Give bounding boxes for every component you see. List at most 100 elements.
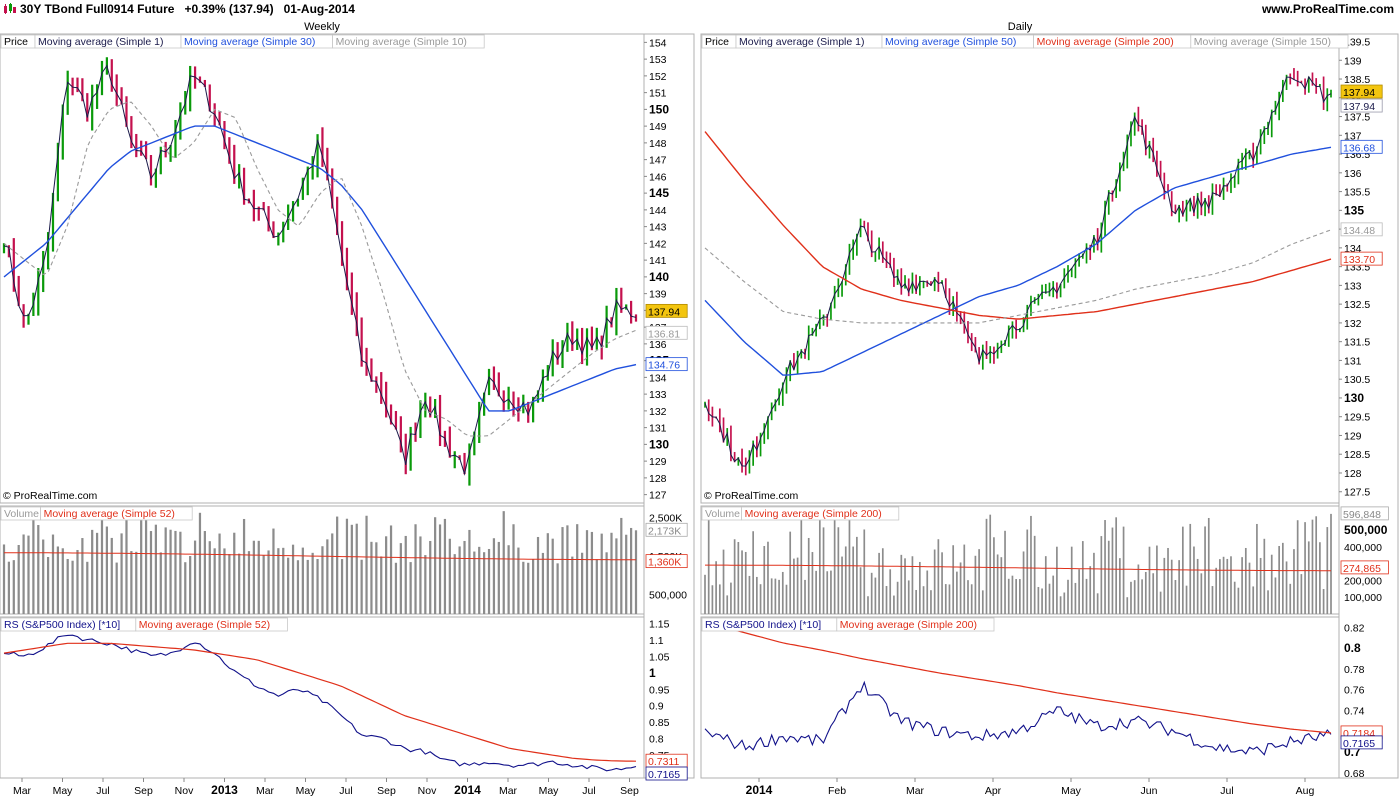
price-tick-label: 139.5 (1344, 37, 1370, 49)
volume-bar (948, 584, 951, 614)
volume-bar (1100, 536, 1103, 614)
volume-bar (715, 561, 717, 614)
price-tick-label: 131 (1344, 355, 1362, 367)
rs-tick-label: 0.8 (1344, 641, 1361, 655)
volume-bar (105, 526, 108, 614)
ma-200-line (704, 131, 1332, 320)
volume-badge: 2,173K (648, 525, 681, 537)
price-legend-item: Moving average (Simple 30) (184, 36, 315, 48)
volume-bar (1137, 564, 1140, 614)
volume-bar (625, 534, 628, 614)
volume-bar (737, 542, 740, 614)
volume-bar (159, 552, 162, 614)
volume-bar (1207, 517, 1210, 614)
volume-bar (507, 545, 510, 614)
price-tick-label: 130.5 (1344, 374, 1370, 386)
volume-bar (399, 543, 402, 614)
volume-bar (12, 560, 15, 614)
instrument-change: +0.39% (137.94) (184, 2, 274, 16)
volume-bar (1074, 582, 1077, 614)
volume-bar (277, 548, 280, 614)
volume-bar (252, 540, 255, 614)
volume-bar (1085, 578, 1088, 614)
price-tick-label: 132 (649, 406, 667, 418)
volume-bar (1041, 588, 1043, 614)
site-link[interactable]: www.ProRealTime.com (1261, 2, 1394, 16)
volume-badge-box (645, 554, 688, 569)
volume-bar (770, 578, 773, 614)
volume-bar (704, 574, 706, 614)
volume-legend-item: Moving average (Simple 200) (745, 508, 882, 520)
price-tick-label: 133 (649, 389, 667, 401)
volume-bar (1304, 522, 1306, 614)
volume-bar (468, 529, 471, 614)
volume-bar (1030, 515, 1032, 614)
price-badge: 137.94 (1343, 101, 1375, 113)
volume-bar (193, 540, 197, 614)
price-tick-label: 127 (649, 490, 667, 502)
x-tick-label: Mar (256, 785, 275, 797)
price-tick-label: 132 (1344, 318, 1362, 330)
volume-bar (781, 571, 784, 614)
volume-bar (242, 518, 246, 614)
volume-bar (1156, 545, 1158, 614)
price-tick-label: 127.5 (1344, 487, 1370, 499)
volume-bar (1215, 567, 1218, 614)
volume-bar (492, 538, 496, 614)
volume-bar (198, 512, 202, 614)
volume-tick-label: 500,000 (1344, 523, 1388, 537)
price-badge-box (1340, 222, 1383, 237)
price-badge: 137.94 (648, 306, 680, 318)
rs-legend-item: RS (S&P500 Index) [*10] (705, 619, 821, 631)
volume-bar (532, 559, 535, 614)
volume-bar (1241, 557, 1243, 614)
volume-bar (1307, 541, 1310, 614)
volume-bar (110, 537, 113, 614)
volume-bar (483, 552, 486, 614)
price-badge-box (1340, 98, 1383, 113)
price-line-ma1 (3, 64, 637, 476)
volume-bar (576, 524, 579, 614)
volume-bar (1119, 558, 1121, 614)
price-tick-label: 128.5 (1344, 449, 1370, 461)
volume-bar (1130, 581, 1132, 614)
volume-bar (600, 533, 603, 614)
x-tick-label: Jun (1141, 785, 1158, 797)
price-badge: 136.68 (1343, 142, 1375, 154)
volume-bar (218, 533, 221, 614)
volume-bar (1330, 513, 1332, 614)
volume-bar (796, 557, 799, 614)
rs-badge: 0.7165 (1343, 738, 1375, 750)
price-line-ma1 (704, 75, 1332, 467)
volume-bar (291, 544, 295, 614)
x-tick-label: May (53, 785, 74, 797)
volume-bar (1122, 526, 1125, 614)
volume-bar (590, 531, 594, 614)
volume-bar (911, 556, 914, 614)
volume-bar (1256, 523, 1258, 614)
volume-bar (852, 546, 855, 614)
volume-bar (1193, 546, 1195, 614)
volume-bar (223, 548, 226, 614)
copyright-text: © ProRealTime.com (704, 490, 799, 502)
volume-bar (238, 553, 241, 614)
volume-bar (179, 531, 182, 614)
volume-bar (985, 518, 988, 614)
volume-bar (1044, 556, 1047, 614)
rs-tick-label: 0.76 (1344, 685, 1365, 697)
volume-bar (512, 524, 515, 614)
volume-bar (722, 549, 725, 614)
volume-bar (1274, 577, 1277, 614)
volume-bar (896, 581, 899, 614)
volume-bar (311, 552, 314, 614)
volume-bar (115, 562, 118, 614)
volume-bar (930, 590, 932, 614)
volume-bar (1185, 585, 1188, 614)
volume-bar (27, 535, 30, 614)
volume-bar (981, 590, 984, 614)
volume-bar (889, 569, 892, 614)
volume-bar (989, 514, 992, 614)
volume-bar (996, 554, 999, 614)
volume-bar (135, 551, 138, 614)
ma-150-line (704, 229, 1332, 324)
